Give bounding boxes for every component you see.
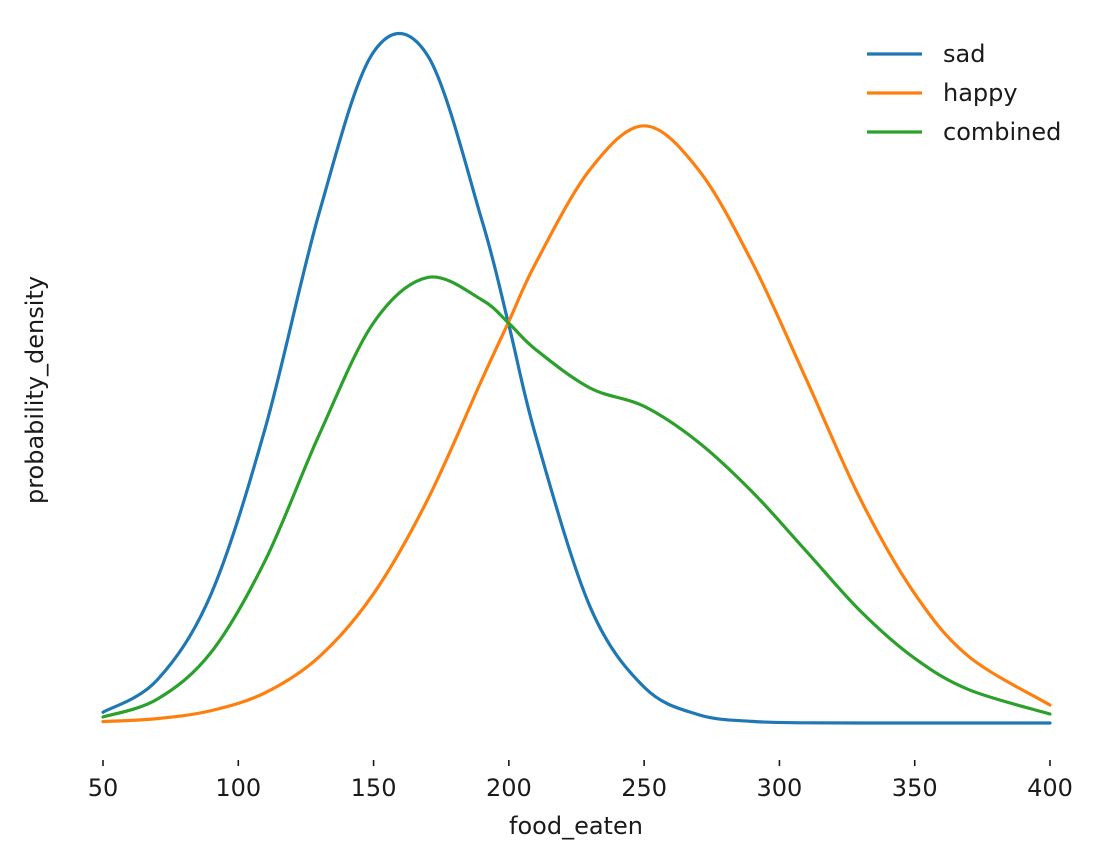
series-line-happy bbox=[101, 124, 1052, 724]
legend-label-sad: sad bbox=[943, 40, 985, 68]
x-tick-label: 50 bbox=[88, 774, 119, 802]
legend-label-combined: combined bbox=[943, 118, 1061, 146]
x-tick-label: 400 bbox=[1027, 774, 1073, 802]
x-tick-label: 100 bbox=[215, 774, 261, 802]
x-axis-label: food_eaten bbox=[509, 812, 643, 840]
x-tick-label: 300 bbox=[757, 774, 803, 802]
x-axis: 50 100 150 200 250 300 350 400 bbox=[88, 760, 1073, 802]
plot-area bbox=[101, 31, 1052, 725]
legend: sad happy combined bbox=[867, 40, 1061, 146]
x-tick-label: 150 bbox=[351, 774, 397, 802]
y-axis-label: probability_density bbox=[21, 276, 49, 504]
x-tick-label: 350 bbox=[892, 774, 938, 802]
x-tick-label: 250 bbox=[621, 774, 667, 802]
legend-label-happy: happy bbox=[943, 79, 1018, 107]
series-line-combined bbox=[101, 275, 1052, 719]
x-tick-label: 200 bbox=[486, 774, 532, 802]
